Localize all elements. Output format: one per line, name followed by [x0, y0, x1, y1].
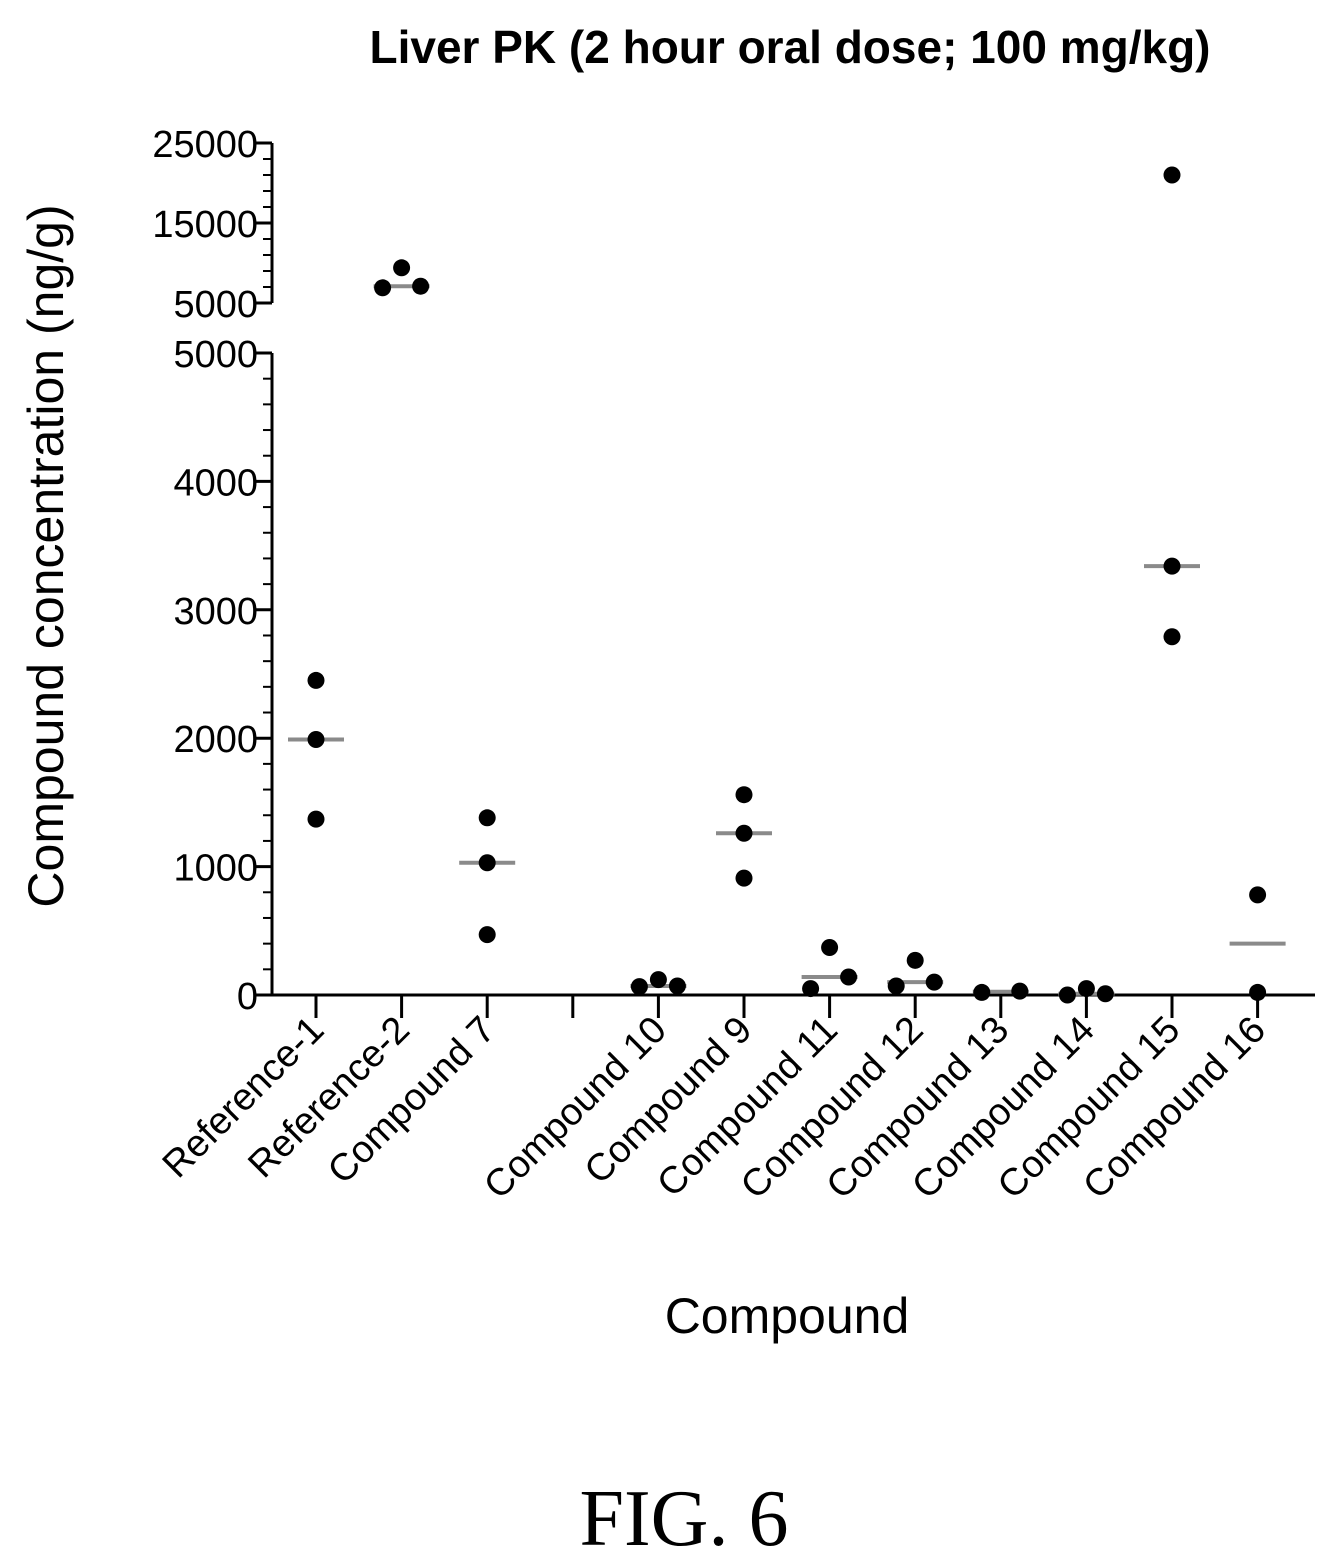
data-point-5-1: [821, 938, 839, 956]
data-point-4-0: [735, 786, 753, 804]
data-point-2-1: [478, 854, 496, 872]
median-lines: [288, 284, 1286, 996]
data-point-6-1: [906, 951, 924, 969]
data-point-5-2: [840, 968, 858, 986]
y-tick-label-lower-1: 1000: [173, 848, 258, 890]
data-point-6-0: [887, 977, 905, 995]
chart-title: Liver PK (2 hour oral dose; 100 mg/kg): [370, 21, 1211, 73]
y-axis-title: Compound concentration (ng/g): [18, 204, 74, 907]
y-axis-ticks: 0 1000 2000 3000 4000 5000 5000 15000 25000: [152, 124, 272, 1018]
y-tick-label-lower-2: 2000: [173, 719, 258, 761]
y-tick-label-lower-0: 0: [237, 976, 258, 1018]
data-point-10-0: [1249, 886, 1267, 904]
y-tick-label-upper-1: 15000: [152, 204, 258, 246]
data-point-7-1: [1011, 982, 1029, 1000]
data-point-9-2: [1163, 628, 1181, 646]
data-point-8-0: [1058, 986, 1076, 1004]
data-point-7-0: [973, 983, 991, 1001]
data-point-1-2: [412, 277, 430, 295]
y-tick-label-lower-4: 4000: [173, 462, 258, 504]
data-point-6-2: [925, 973, 943, 991]
data-point-8-1: [1077, 980, 1095, 998]
data-point-9-0: [1163, 166, 1181, 184]
figure-caption: FIG. 6: [580, 1475, 789, 1563]
data-points: [307, 166, 1267, 1004]
data-point-5-0: [802, 980, 820, 998]
x-axis-ticks: [314, 995, 1260, 1018]
data-point-4-1: [735, 824, 753, 842]
data-point-10-1: [1249, 983, 1267, 1001]
data-point-0-0: [307, 671, 325, 689]
y-tick-label-upper-2: 25000: [152, 124, 258, 166]
data-point-3-2: [668, 977, 686, 995]
y-tick-label-lower-5: 5000: [173, 334, 258, 376]
x-axis-title: Compound: [665, 1288, 910, 1344]
data-point-4-2: [735, 869, 753, 887]
y-tick-label-upper-0: 5000: [173, 284, 258, 326]
data-point-3-1: [649, 971, 667, 989]
data-point-0-1: [307, 730, 325, 748]
y-tick-label-lower-3: 3000: [173, 591, 258, 633]
data-point-2-2: [478, 926, 496, 944]
data-point-1-1: [393, 259, 411, 277]
data-point-8-2: [1096, 985, 1114, 1003]
data-point-2-0: [478, 809, 496, 827]
data-point-1-0: [374, 279, 392, 297]
data-point-0-2: [307, 810, 325, 828]
data-point-3-0: [630, 978, 648, 996]
data-point-9-1: [1163, 557, 1181, 575]
